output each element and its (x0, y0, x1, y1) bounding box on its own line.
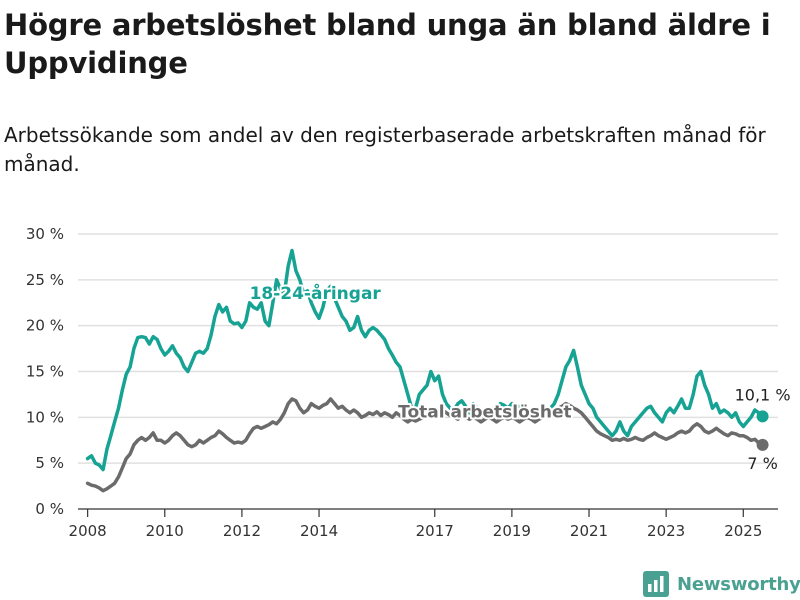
y-tick-label: 30 % (26, 225, 64, 243)
x-tick-label: 2012 (223, 522, 261, 540)
newsworthy-brand[interactable]: Newsworthy (643, 568, 800, 600)
series-labels: 10,1 % 7 % 18-24-åringar Total arbetslöshet (248, 280, 791, 473)
y-tick-label: 5 % (35, 454, 64, 472)
series-annotation: Total arbetslöshet (398, 402, 572, 422)
y-tick-label: 0 % (35, 500, 64, 518)
series-line-0 (85, 248, 765, 472)
series-end-marker (756, 438, 769, 451)
x-tick-label: 2017 (416, 522, 454, 540)
chart-title: Högre arbetslöshet bland unga än bland ä… (4, 8, 771, 80)
x-tick-label: 2023 (647, 522, 685, 540)
y-tick-label: 25 % (26, 271, 64, 289)
chart-subtitle: Arbetssökande som andel av den registerb… (4, 123, 766, 176)
series-end-marker (756, 410, 769, 423)
series-annotation: 18-24-åringar (250, 282, 382, 304)
y-tick-label: 20 % (26, 317, 64, 335)
gridlines (78, 233, 778, 464)
y-axis-labels: 0 % 5 % 10 % 15 % 20 % 25 % 30 % (26, 225, 64, 518)
x-tick-label: 2021 (570, 522, 608, 540)
series-end-value: 7 % (747, 454, 777, 473)
end-markers (756, 410, 769, 451)
bar-chart-logo-icon (643, 571, 669, 597)
x-axis: 2008 2010 2012 2014 2017 2019 2021 2023 2025 (69, 508, 778, 540)
x-tick-label: 2025 (724, 522, 762, 540)
series-end-value: 10,1 % (735, 385, 791, 404)
y-tick-label: 10 % (26, 408, 64, 426)
series-lines (85, 248, 765, 493)
x-tick-label: 2008 (69, 522, 107, 540)
brand-name: Newsworthy (677, 573, 800, 595)
x-tick-label: 2014 (300, 522, 338, 540)
x-tick-label: 2019 (493, 522, 531, 540)
x-tick-label: 2010 (146, 522, 184, 540)
series-line-1 (85, 397, 765, 493)
y-tick-label: 15 % (26, 363, 64, 381)
